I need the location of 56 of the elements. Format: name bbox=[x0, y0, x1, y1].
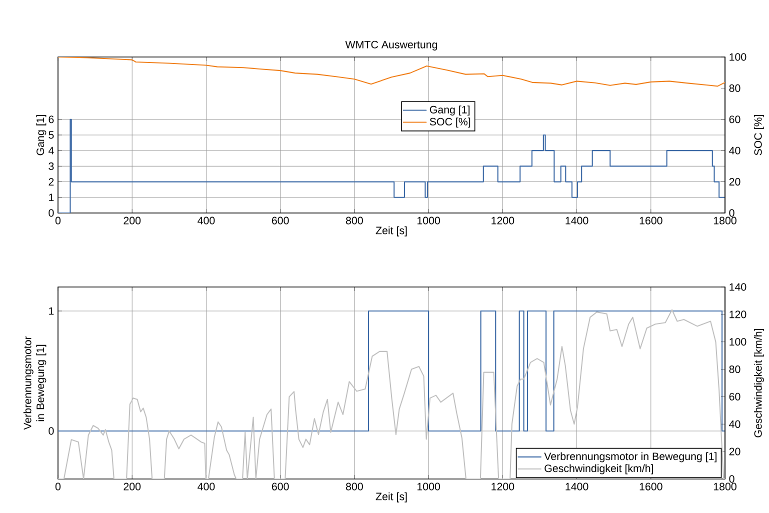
y-tick-label: 5 bbox=[48, 131, 54, 139]
y2-tick-label: 20 bbox=[729, 448, 740, 456]
y2-tick-label: 40 bbox=[729, 146, 740, 154]
x-tick-label: 200 bbox=[124, 216, 141, 224]
y2-tick-label: 60 bbox=[729, 116, 740, 124]
x-tick-label: 1600 bbox=[640, 216, 662, 224]
x-tick-label: 0 bbox=[55, 482, 61, 490]
x-tick-label: 1200 bbox=[492, 482, 514, 490]
y2-tick-label: 100 bbox=[730, 53, 746, 61]
y2-tick-label: 140 bbox=[730, 283, 746, 291]
y-tick-label: 3 bbox=[48, 162, 54, 170]
x-tick-label: 1000 bbox=[418, 482, 440, 490]
x-tick-label: 600 bbox=[272, 216, 289, 224]
y2-tick-label: 0 bbox=[729, 475, 734, 483]
x-tick-label: 1600 bbox=[640, 482, 662, 490]
y2-tick-label: 0 bbox=[729, 209, 734, 217]
x-tick-label: 1800 bbox=[714, 216, 736, 224]
x-tick-label: 0 bbox=[55, 216, 61, 224]
y-tick-label: 2 bbox=[48, 178, 54, 186]
y2-tick-label: 120 bbox=[730, 310, 746, 318]
y2-tick-label: 40 bbox=[729, 420, 740, 428]
x-tick-label: 400 bbox=[198, 482, 215, 490]
line-series bbox=[58, 56, 725, 87]
x-tick-label: 1400 bbox=[566, 482, 588, 490]
y-tick-label: 0 bbox=[48, 209, 54, 217]
y-tick-label: 1 bbox=[49, 194, 54, 202]
y-tick-label: 4 bbox=[48, 146, 54, 154]
x-axis-title: Zeit [s] bbox=[376, 226, 407, 236]
x-tick-label: 400 bbox=[198, 216, 215, 224]
x-tick-label: 200 bbox=[124, 482, 141, 490]
y-axis-title: Verbrennungsmotor in Bewegung [1] bbox=[23, 336, 46, 430]
y-axis-title: Gang [1] bbox=[36, 115, 46, 156]
y2-axis-title: SOC [%] bbox=[754, 115, 764, 156]
y-tick-label: 1 bbox=[49, 307, 54, 315]
y2-tick-label: 20 bbox=[729, 178, 740, 186]
y-tick-label: 6 bbox=[48, 116, 54, 124]
legend-label: Geschwindigkeit [km/h] bbox=[544, 464, 653, 474]
y2-tick-label: 100 bbox=[730, 338, 746, 346]
x-tick-label: 800 bbox=[346, 482, 363, 490]
x-tick-label: 600 bbox=[272, 482, 289, 490]
y2-axis-title: Geschwindigkeit [km/h] bbox=[754, 328, 764, 438]
x-tick-label: 1800 bbox=[714, 482, 736, 490]
chart-title: WMTC Auswertung bbox=[345, 40, 438, 51]
x-tick-label: 1000 bbox=[418, 216, 440, 224]
legend-label: Gang [1] bbox=[430, 106, 470, 116]
x-axis-title: Zeit [s] bbox=[376, 492, 407, 502]
y2-tick-label: 80 bbox=[729, 366, 740, 374]
y2-tick-label: 60 bbox=[729, 392, 740, 400]
legend-label: Verbrennungsmotor in Bewegung [1] bbox=[544, 452, 716, 462]
x-tick-label: 1200 bbox=[492, 216, 514, 224]
x-tick-label: 1400 bbox=[566, 216, 588, 224]
y-tick-label: 0 bbox=[48, 427, 54, 435]
line-series bbox=[58, 309, 725, 479]
x-tick-label: 800 bbox=[346, 216, 363, 224]
legend-label: SOC [%] bbox=[430, 118, 470, 128]
y2-tick-label: 80 bbox=[729, 84, 740, 92]
